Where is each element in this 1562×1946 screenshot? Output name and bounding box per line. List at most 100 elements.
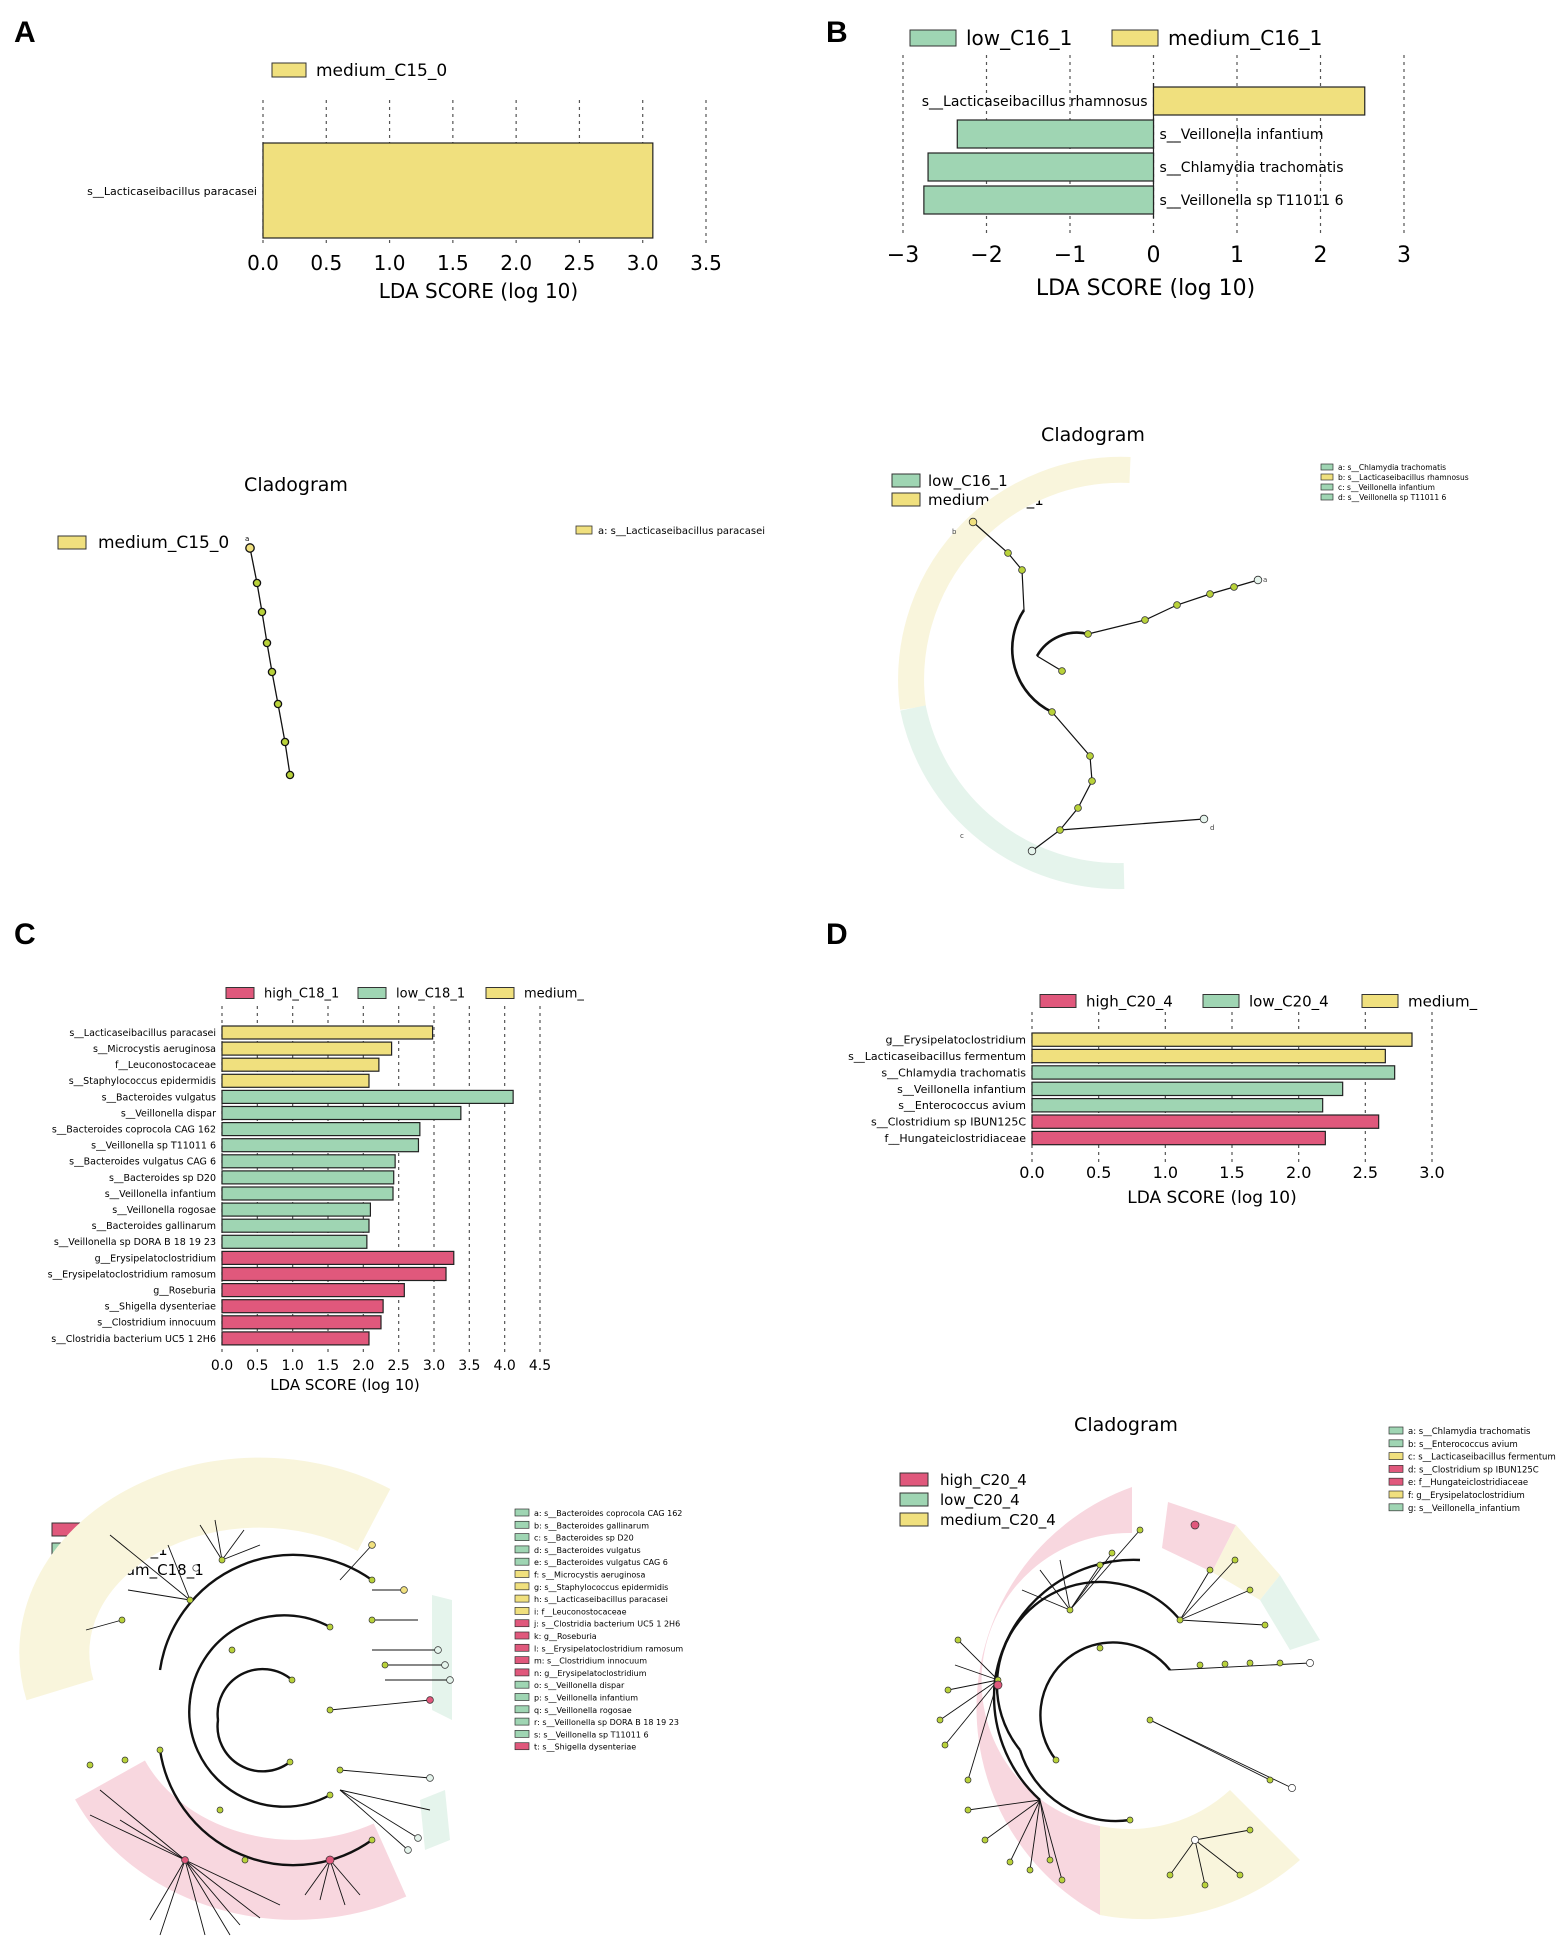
bar-4: [1031, 1097, 1324, 1113]
bar-label-6: f__Hungateiclostridiaceae: [884, 1132, 1026, 1145]
lda-chart-c: s__Lacticaseibacillus paracasei s__Microc…: [48, 987, 585, 1394]
legend-swatch-1: [357, 987, 387, 999]
tick-label-5: 2.5: [564, 251, 596, 275]
legend-label-1: medium_C16_1: [1168, 26, 1322, 50]
key-swatch-18: [514, 1730, 530, 1738]
bar-14: [221, 1250, 455, 1266]
cladogram-a: Cladogram medium_C15_0 a: s__Lacticaseib…: [57, 474, 765, 780]
cladogram-b-tree: b a c d: [898, 456, 1267, 890]
tick-label-6: 3: [1397, 243, 1411, 268]
bar-3: [221, 1073, 370, 1088]
key-swatch-3: [1320, 493, 1334, 501]
lda-chart-a: s__Lacticaseibacillus paracasei 0.0 0.5 1.0…: [87, 61, 722, 303]
cladogram-d-legend-label-low: low_C20_4: [940, 1491, 1020, 1510]
key-label-1: b: s__Lacticaseibacillus rhamnosus: [1338, 473, 1469, 482]
bar-0: [1031, 1032, 1413, 1047]
tick-label-9: 4.5: [529, 1358, 551, 1374]
key-label-8: i: f__Leuconostocaceae: [534, 1607, 627, 1616]
key-label-9: j: s__Clostridia bacterium UC5 1 2H6: [533, 1620, 680, 1629]
key-swatch-3: [514, 1545, 530, 1554]
bar-2: [221, 1057, 380, 1072]
bar-label-17: s__Shigella dysenteriae: [105, 1302, 217, 1313]
bar-label-0: s__Lacticaseibacillus rhamnosus: [922, 94, 1148, 110]
key-swatch-4: [1388, 1477, 1404, 1486]
x-axis-label: LDA SCORE (log 10): [379, 279, 578, 303]
cladogram-d-tree: [936, 1487, 1320, 1920]
cladogram-d-legend-swatch-low: [899, 1492, 929, 1507]
cladogram-d-key: a: s__Chlamydia trachomatis b: s__Enteroc…: [1388, 1426, 1556, 1514]
bar-0: [1152, 86, 1366, 116]
bar-label-7: s__Veillonella sp T11011 6: [91, 1141, 216, 1152]
bar-3: [1031, 1081, 1344, 1097]
key-swatch-5: [1388, 1490, 1404, 1499]
cladogram-a-legend-label: medium_C15_0: [98, 533, 229, 553]
key-label-14: o: s__Veillonella dispar: [534, 1681, 625, 1690]
panel-letter-a: A: [14, 16, 36, 49]
tick-label-2: 1.0: [374, 251, 406, 275]
key-swatch-10: [514, 1631, 530, 1640]
key-label-6: g: s__Veillonella_infantium: [1408, 1504, 1520, 1514]
key-label-1: b: s__Enterococcus avium: [1408, 1440, 1518, 1450]
cladogram-b-node-letter-a: a: [1263, 576, 1267, 584]
key-label-13: n: g__Erysipelatoclostridium: [534, 1669, 647, 1678]
bar-label-0: g__Erysipelatoclostridium: [885, 1034, 1026, 1047]
bar-8: [221, 1154, 396, 1169]
key-swatch-1: [1320, 473, 1334, 481]
cladogram-d-title: Cladogram: [1074, 1414, 1178, 1436]
bar-label-11: s__Veillonella rogosae: [112, 1205, 216, 1216]
key-label-16: q: s__Veillonella rogosae: [534, 1706, 632, 1715]
key-label-2: c: s__Veillonella infantium: [1338, 483, 1435, 492]
tick-label-1: −2: [970, 243, 1002, 268]
legend-label-0: medium_C15_0: [316, 61, 447, 81]
key-label-5: f: s__Microcystis aeruginosa: [534, 1571, 645, 1580]
cladogram-d-legend-swatch-high: [899, 1472, 929, 1487]
key-label-2: c: s__Bacteroides sp D20: [534, 1534, 634, 1543]
bar-label-0: s__Lacticaseibacillus paracasei: [69, 1028, 216, 1039]
bar-label-4: s__Bacteroides vulgatus: [102, 1092, 216, 1103]
key-label-3: d: s__Clostridium sp IBUN125C: [1408, 1465, 1539, 1475]
tick-label-4: 2.0: [500, 251, 532, 275]
lda-chart-d: g__Erysipelatoclostridium s__Lacticaseiba…: [848, 992, 1478, 1208]
cladogram-a-legend-swatch: [57, 535, 87, 550]
tick-label-2: −1: [1054, 243, 1086, 268]
cladogram-d-legend-label-high: high_C20_4: [940, 1471, 1027, 1490]
panel-letter-b: B: [826, 16, 848, 49]
tick-label-0: 0.0: [247, 251, 279, 275]
legend-label-0: low_C16_1: [966, 26, 1072, 50]
bar-label-9: s__Bacteroides sp D20: [109, 1173, 216, 1184]
tick-label-5: 2: [1314, 243, 1328, 268]
tick-label-3: 1.5: [437, 251, 469, 275]
tick-label-1: 0.5: [1086, 1163, 1111, 1182]
key-label-17: r: s__Veillonella sp DORA B 18 19 23: [534, 1718, 679, 1727]
bar-label-13: s__Veillonella sp DORA B 18 19 23: [54, 1237, 216, 1248]
tick-label-1: 0.5: [246, 1358, 268, 1374]
cladogram-b: Cladogram low_C16_1 medium_C16_1 a: s__C…: [891, 424, 1469, 890]
legend-swatch-0: [271, 62, 307, 78]
tick-label-5: 2.5: [1353, 1163, 1378, 1182]
panel-letter-c: C: [14, 918, 36, 951]
key-swatch-2: [514, 1533, 530, 1541]
legend-swatch-0: [909, 29, 957, 47]
bar-1: [956, 119, 1155, 149]
bar-18: [221, 1315, 382, 1330]
tick-label-0: 0.0: [1019, 1163, 1044, 1182]
key-swatch-3: [1388, 1465, 1404, 1473]
legend-label-0: high_C18_1: [264, 987, 339, 1002]
tick-label-0: 0.0: [211, 1358, 233, 1374]
legend-swatch-2: [485, 987, 515, 999]
bar-label-8: s__Bacteroides vulgatus CAG 6: [69, 1157, 216, 1168]
key-swatch-19: [514, 1742, 530, 1751]
key-swatch-16: [514, 1705, 530, 1714]
key-label-7: h: s__Lacticaseibacillus paracasei: [534, 1595, 668, 1604]
key-label-2: c: s__Lacticaseibacillus fermentum: [1408, 1453, 1556, 1463]
bar-3: [923, 185, 1155, 215]
legend-label-2: medium_: [1408, 992, 1478, 1011]
key-swatch-6: [514, 1582, 530, 1591]
bar-15: [221, 1266, 447, 1282]
key-label-4: e: f__Hungateiclostridiaceae: [1408, 1478, 1528, 1488]
bar-label-3: s__Veillonella infantium: [897, 1083, 1026, 1096]
tick-label-7: 3.5: [690, 251, 722, 275]
bar-19: [221, 1331, 370, 1346]
